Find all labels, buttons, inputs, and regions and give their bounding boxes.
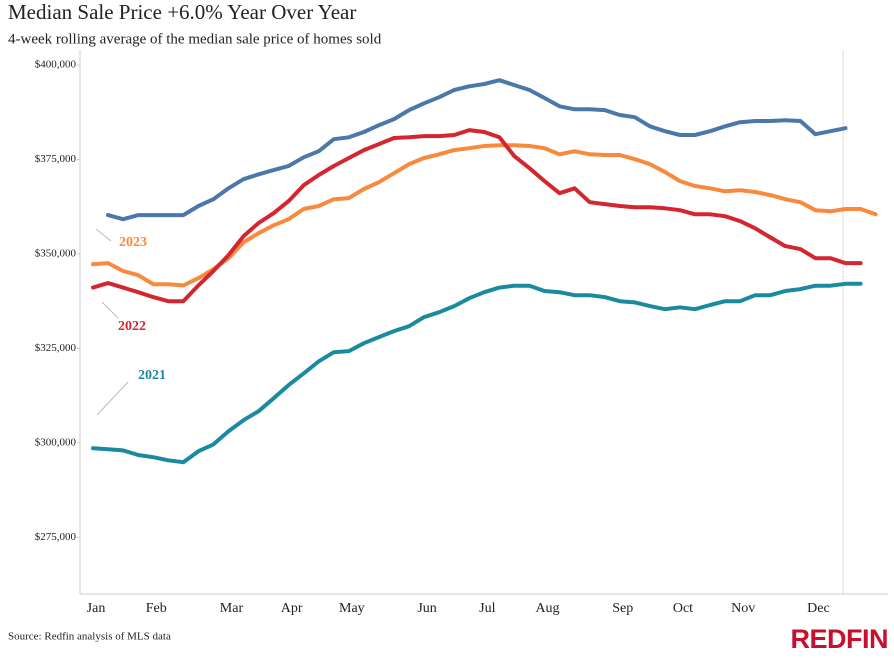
x-tick-label: Jul — [479, 601, 495, 616]
brand-logo: REDFIN — [791, 624, 889, 654]
leader-line — [95, 228, 112, 242]
x-tick-label: Apr — [281, 601, 303, 616]
x-tick-label: Nov — [731, 601, 755, 616]
y-tick-label: $350,000 — [35, 248, 77, 260]
plot — [91, 78, 878, 465]
series-label: 2021 — [138, 368, 166, 383]
y-tick-label: $275,000 — [35, 531, 77, 543]
y-tick-label: $375,000 — [35, 153, 77, 165]
chart-title: Median Sale Price +6.0% Year Over Year — [8, 0, 356, 24]
series-line — [91, 128, 863, 304]
x-tick-label: May — [339, 601, 365, 616]
x-tick-label: Jan — [87, 601, 106, 616]
leader-line — [96, 381, 129, 416]
series-line — [91, 143, 878, 288]
x-tick-label: Aug — [535, 601, 559, 616]
x-tick-label: Dec — [807, 601, 830, 616]
y-tick-label: $300,000 — [35, 436, 77, 448]
series-label: 2023 — [119, 235, 147, 250]
chart-subtitle: 4-week rolling average of the median sal… — [8, 31, 382, 47]
x-tick-label: Feb — [146, 601, 167, 616]
series-line — [106, 78, 848, 222]
series-label: 2022 — [118, 319, 146, 334]
source-note: Source: Redfin analysis of MLS data — [8, 631, 171, 643]
leader-line — [101, 301, 119, 319]
x-tick-label: Sep — [612, 601, 633, 616]
x-tick-label: Jun — [417, 601, 436, 616]
y-tick-label: $325,000 — [35, 342, 77, 354]
x-tick-label: Oct — [673, 601, 693, 616]
series-line — [91, 281, 863, 465]
y-tick-label: $400,000 — [35, 59, 77, 71]
x-tick-label: Mar — [220, 601, 244, 616]
